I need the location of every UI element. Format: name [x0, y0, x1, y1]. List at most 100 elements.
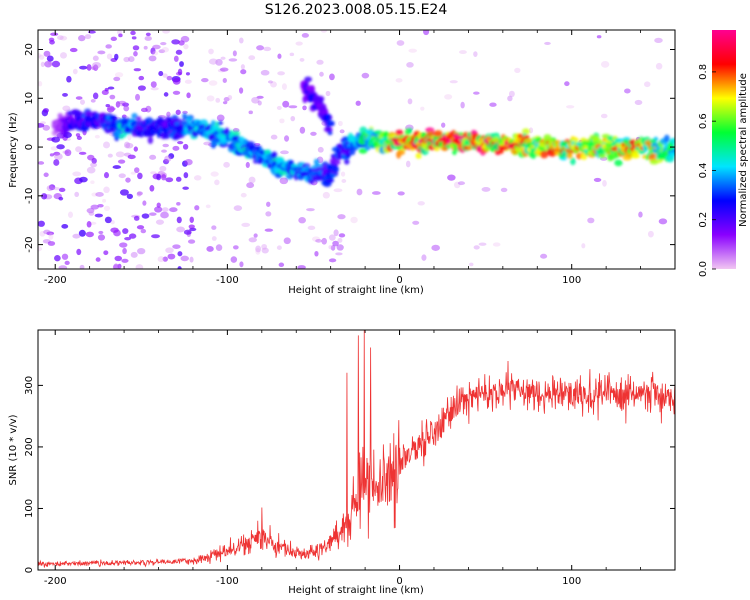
- noise-blob: [148, 55, 157, 62]
- noise-blob: [90, 162, 98, 168]
- noise-blob: [166, 75, 173, 81]
- snr-x-ticks: -200 -100 0 100: [44, 330, 676, 587]
- noise-blob: [127, 154, 136, 160]
- noise-blob: [473, 91, 480, 95]
- noise-blob: [298, 217, 306, 224]
- noise-blob: [79, 264, 85, 269]
- noise-blob: [339, 129, 345, 134]
- noise-blob: [43, 229, 51, 235]
- noise-blob: [113, 76, 121, 82]
- ridge-blob: [614, 159, 623, 167]
- noise-blob: [171, 39, 180, 45]
- noise-blob: [48, 184, 56, 191]
- noise-blob: [41, 193, 48, 200]
- ridge-blob: [484, 146, 491, 152]
- spectrogram-y-ticks: -20 -10 0 10 20: [24, 43, 675, 253]
- ridge-blob: [145, 117, 154, 125]
- noise-blob: [137, 247, 146, 255]
- noise-blob: [104, 216, 112, 224]
- noise-blob: [449, 80, 458, 84]
- noise-blob: [116, 30, 123, 35]
- noise-blob: [189, 216, 194, 223]
- noise-blob: [38, 54, 45, 60]
- noise-blob: [211, 236, 217, 241]
- noise-blob: [84, 34, 92, 40]
- noise-blob: [150, 81, 157, 88]
- noise-blob: [51, 60, 61, 68]
- noise-blob: [74, 191, 80, 197]
- noise-blob: [176, 201, 181, 206]
- noise-blob: [216, 114, 225, 122]
- colorbar-tick-label: 0.4: [698, 162, 709, 178]
- noise-blob: [602, 179, 607, 187]
- noise-blob: [91, 192, 98, 197]
- noise-blob: [76, 248, 82, 256]
- noise-blob: [149, 212, 157, 216]
- ridge-blob: [442, 146, 448, 151]
- colorbar-tick-label: 0.6: [698, 113, 709, 129]
- noise-blob: [143, 45, 148, 50]
- noise-blob: [58, 187, 66, 193]
- noise-blob: [248, 55, 256, 61]
- noise-blob: [261, 247, 269, 254]
- noise-blob: [114, 53, 119, 61]
- noise-blob: [299, 126, 306, 134]
- ridge-blob: [321, 110, 328, 115]
- noise-blob: [421, 254, 427, 261]
- noise-blob: [51, 136, 61, 143]
- noise-blob: [459, 50, 467, 55]
- ridge-blob: [233, 130, 240, 137]
- noise-blob: [248, 176, 256, 184]
- noise-blob: [64, 260, 70, 266]
- ridge-blob: [231, 135, 241, 142]
- snr-x-tick-label: 100: [562, 576, 581, 587]
- noise-blob: [282, 100, 290, 108]
- noise-blob: [270, 81, 277, 88]
- noise-blob: [328, 245, 333, 250]
- noise-blob: [340, 171, 346, 177]
- noise-blob: [329, 73, 335, 81]
- noise-blob: [266, 201, 271, 207]
- noise-blob: [160, 42, 167, 46]
- ridge-blob: [275, 157, 284, 163]
- noise-blob: [624, 88, 631, 94]
- noise-blob: [289, 52, 295, 57]
- ridge-blob: [566, 152, 573, 159]
- ridge-blob: [395, 129, 404, 136]
- noise-blob: [600, 113, 608, 119]
- noise-blob: [119, 189, 129, 196]
- noise-blob: [88, 211, 95, 216]
- noise-blob: [299, 57, 305, 62]
- snr-x-label: Height of straight line (km): [288, 585, 424, 596]
- noise-blob: [596, 35, 602, 39]
- noise-blob: [38, 246, 43, 252]
- ridge-blob: [217, 120, 223, 126]
- ridge-blob: [325, 120, 335, 126]
- ridge-blob: [243, 151, 249, 157]
- noise-blob: [140, 107, 148, 113]
- noise-blob: [61, 224, 69, 229]
- spectrogram-y-tick-label: -10: [24, 188, 35, 204]
- ridge-blob: [358, 147, 368, 154]
- noise-blob: [355, 100, 361, 106]
- noise-blob: [288, 105, 298, 109]
- noise-blob: [460, 101, 465, 109]
- noise-blob: [117, 159, 126, 164]
- noise-blob: [336, 244, 344, 251]
- noise-blob: [600, 61, 610, 68]
- noise-blob: [423, 30, 430, 36]
- noise-blob: [356, 188, 363, 196]
- noise-blob: [222, 101, 228, 105]
- noise-blob: [97, 50, 106, 55]
- noise-blob: [103, 172, 110, 179]
- noise-blob: [58, 265, 68, 269]
- noise-blob: [187, 239, 196, 244]
- noise-blob: [122, 247, 127, 255]
- noise-blob: [412, 220, 420, 225]
- noise-blob: [64, 149, 72, 157]
- noise-blob: [124, 236, 132, 241]
- noise-blob: [337, 214, 346, 220]
- colorbar-tick-label: 0.0: [698, 261, 709, 277]
- snr-x-tick-label: 0: [396, 576, 402, 587]
- colorbar: 0.0 0.2 0.4 0.6 0.8 Normalized spectral ampl…: [698, 30, 749, 277]
